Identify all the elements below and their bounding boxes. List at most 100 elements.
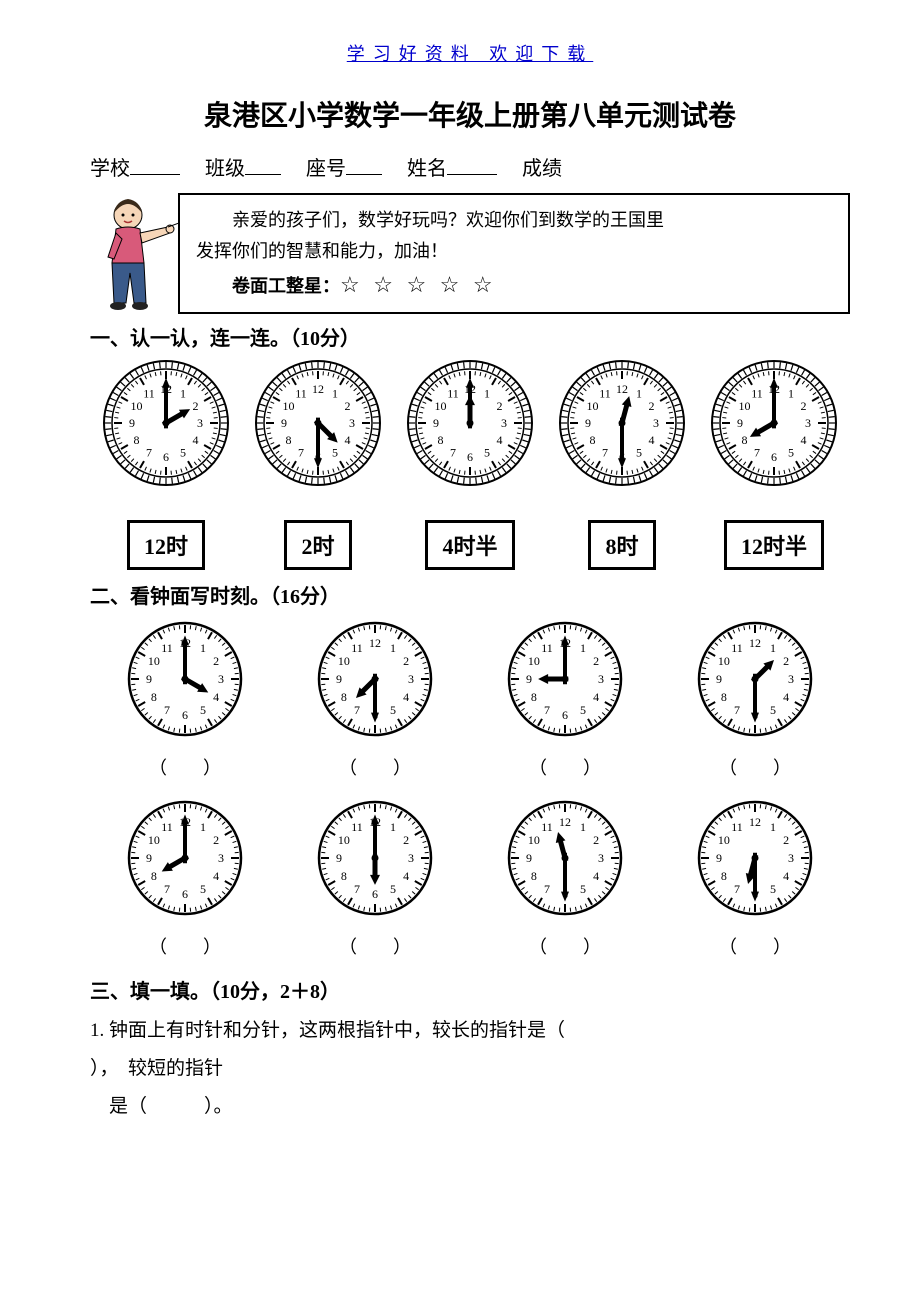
svg-text:8: 8 bbox=[341, 690, 347, 704]
svg-text:1: 1 bbox=[788, 386, 794, 400]
callout-wrap: 亲爱的孩子们，数学好玩吗？欢迎你们到数学的王国里 发挥你们的智慧和能力，加油！ … bbox=[90, 193, 850, 314]
svg-text:4: 4 bbox=[344, 433, 350, 447]
svg-text:3: 3 bbox=[349, 416, 355, 430]
svg-text:3: 3 bbox=[501, 416, 507, 430]
svg-text:2: 2 bbox=[783, 833, 789, 847]
svg-text:2: 2 bbox=[403, 833, 409, 847]
label-school: 学校 bbox=[90, 158, 130, 180]
svg-text:2: 2 bbox=[403, 654, 409, 668]
svg-text:4: 4 bbox=[648, 433, 654, 447]
answer-blank: （ ） bbox=[280, 933, 470, 959]
svg-text:3: 3 bbox=[653, 416, 659, 430]
svg-text:11: 11 bbox=[731, 640, 743, 654]
section1-labels: 12时2时4时半8时12时半 bbox=[90, 520, 850, 570]
svg-text:4: 4 bbox=[213, 690, 219, 704]
svg-text:8: 8 bbox=[134, 433, 140, 447]
svg-text:10: 10 bbox=[718, 654, 730, 668]
svg-text:1: 1 bbox=[770, 640, 776, 654]
svg-text:11: 11 bbox=[351, 640, 363, 654]
svg-text:3: 3 bbox=[788, 672, 794, 686]
svg-text:8: 8 bbox=[721, 869, 727, 883]
svg-text:9: 9 bbox=[526, 672, 532, 686]
svg-text:4: 4 bbox=[593, 869, 599, 883]
svg-text:6: 6 bbox=[182, 708, 188, 722]
svg-text:11: 11 bbox=[541, 640, 553, 654]
teacher-illustration bbox=[90, 193, 180, 313]
svg-text:5: 5 bbox=[788, 445, 794, 459]
svg-text:3: 3 bbox=[598, 851, 604, 865]
svg-text:2: 2 bbox=[593, 833, 599, 847]
svg-text:10: 10 bbox=[739, 399, 751, 413]
label-seat: 座号 bbox=[306, 158, 346, 180]
svg-text:5: 5 bbox=[484, 445, 490, 459]
section1-heading: 一、认一认，连一连。（10分） bbox=[90, 322, 850, 351]
svg-text:10: 10 bbox=[587, 399, 599, 413]
svg-text:5: 5 bbox=[200, 703, 206, 717]
svg-text:7: 7 bbox=[354, 882, 360, 896]
answer-blank: （ ） bbox=[660, 754, 850, 780]
svg-text:11: 11 bbox=[143, 386, 155, 400]
svg-text:7: 7 bbox=[354, 703, 360, 717]
svg-text:2: 2 bbox=[344, 399, 350, 413]
clock-face: 123456789101112 bbox=[546, 359, 698, 492]
svg-text:11: 11 bbox=[447, 386, 459, 400]
svg-text:6: 6 bbox=[372, 887, 378, 901]
callout-box: 亲爱的孩子们，数学好玩吗？欢迎你们到数学的王国里 发挥你们的智慧和能力，加油！ … bbox=[178, 193, 850, 314]
svg-text:12: 12 bbox=[559, 815, 571, 829]
svg-text:7: 7 bbox=[602, 445, 608, 459]
svg-text:5: 5 bbox=[390, 882, 396, 896]
svg-text:9: 9 bbox=[146, 851, 152, 865]
svg-text:7: 7 bbox=[450, 445, 456, 459]
svg-text:3: 3 bbox=[788, 851, 794, 865]
svg-text:11: 11 bbox=[599, 386, 611, 400]
answer-blank: （ ） bbox=[470, 933, 660, 959]
svg-text:3: 3 bbox=[218, 672, 224, 686]
svg-text:3: 3 bbox=[408, 672, 414, 686]
section1-clocks: 1234567891011121234567891011121234567891… bbox=[90, 359, 850, 492]
svg-text:10: 10 bbox=[283, 399, 295, 413]
page-title: 泉港区小学数学一年级上册第八单元测试卷 bbox=[90, 94, 850, 134]
svg-text:1: 1 bbox=[390, 640, 396, 654]
svg-text:8: 8 bbox=[341, 869, 347, 883]
svg-text:2: 2 bbox=[213, 833, 219, 847]
svg-text:1: 1 bbox=[580, 640, 586, 654]
svg-text:2: 2 bbox=[783, 654, 789, 668]
svg-text:11: 11 bbox=[161, 819, 173, 833]
q1-line1: 1. 钟面上有时针和分针，这两根指针中，较长的指针是（ bbox=[90, 1012, 850, 1050]
section2-heading: 二、看钟面写时刻。（16分） bbox=[90, 580, 850, 609]
section3-q1: 1. 钟面上有时针和分针，这两根指针中，较长的指针是（ ）， 较短的指针 是（ … bbox=[90, 1012, 850, 1126]
svg-text:8: 8 bbox=[590, 433, 596, 447]
svg-text:12: 12 bbox=[616, 382, 628, 396]
svg-text:1: 1 bbox=[390, 819, 396, 833]
svg-text:7: 7 bbox=[164, 703, 170, 717]
svg-text:10: 10 bbox=[718, 833, 730, 847]
svg-text:9: 9 bbox=[716, 851, 722, 865]
svg-text:8: 8 bbox=[286, 433, 292, 447]
svg-text:2: 2 bbox=[213, 654, 219, 668]
label-class: 班级 bbox=[205, 158, 245, 180]
svg-text:1: 1 bbox=[332, 386, 338, 400]
svg-text:6: 6 bbox=[467, 450, 473, 464]
svg-text:4: 4 bbox=[593, 690, 599, 704]
clock-face: 123456789101112 bbox=[470, 617, 660, 746]
svg-text:11: 11 bbox=[351, 819, 363, 833]
answer-blank: （ ） bbox=[90, 933, 280, 959]
header-link: 学习好资料 欢迎下载 bbox=[90, 40, 850, 66]
time-label: 12时半 bbox=[698, 520, 850, 570]
time-label: 2时 bbox=[242, 520, 394, 570]
svg-text:1: 1 bbox=[200, 640, 206, 654]
svg-text:1: 1 bbox=[484, 386, 490, 400]
svg-text:2: 2 bbox=[593, 654, 599, 668]
clock-face: 123456789101112 bbox=[660, 617, 850, 746]
svg-text:12: 12 bbox=[749, 815, 761, 829]
time-label: 12时 bbox=[90, 520, 242, 570]
svg-text:8: 8 bbox=[531, 690, 537, 704]
svg-text:3: 3 bbox=[197, 416, 203, 430]
svg-text:7: 7 bbox=[544, 703, 550, 717]
clock-face: 123456789101112 bbox=[394, 359, 546, 492]
svg-text:7: 7 bbox=[734, 703, 740, 717]
section3-heading: 三、填一填。（10分，2＋8） bbox=[90, 975, 850, 1004]
svg-text:11: 11 bbox=[751, 386, 763, 400]
svg-text:3: 3 bbox=[805, 416, 811, 430]
svg-text:1: 1 bbox=[180, 386, 186, 400]
